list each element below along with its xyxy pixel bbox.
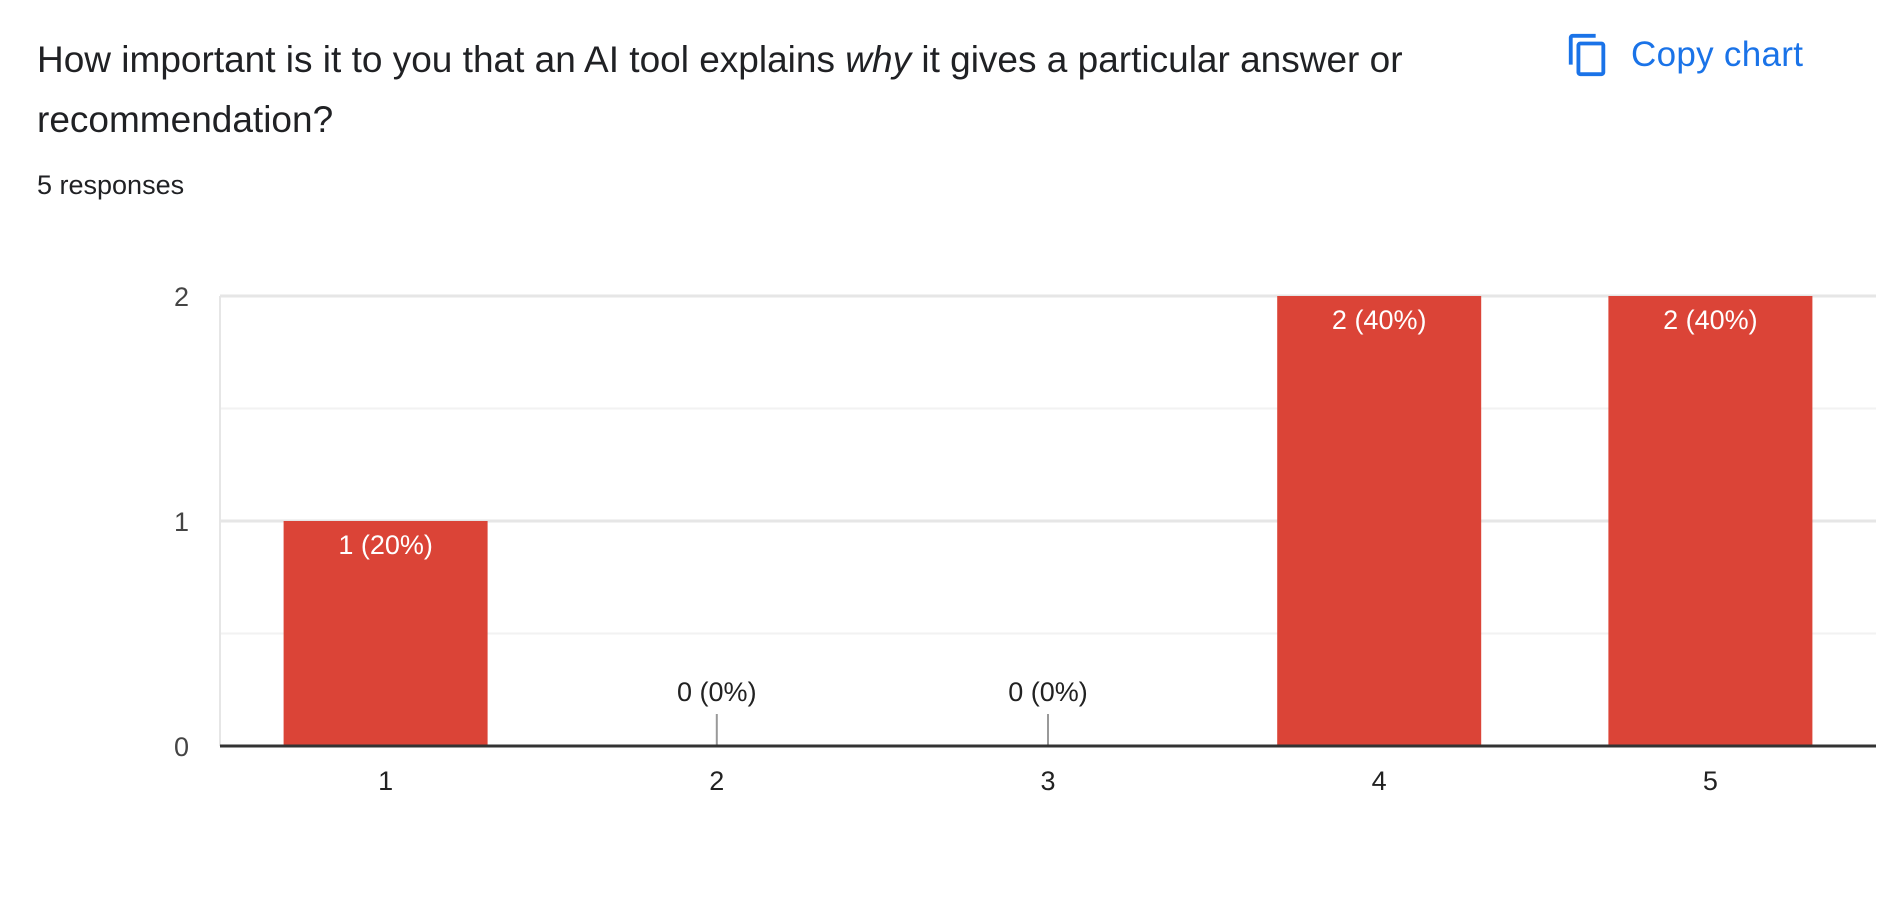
- x-tick-label: 1: [378, 766, 393, 796]
- copy-icon: [1568, 33, 1606, 77]
- bar: [1277, 296, 1482, 746]
- question-text-before: How important is it to you that an AI to…: [37, 39, 846, 80]
- x-tick-label: 4: [1372, 766, 1387, 796]
- bar-data-label: 0 (0%): [677, 677, 757, 707]
- x-tick-label: 3: [1040, 766, 1055, 796]
- y-tick-label: 2: [174, 282, 189, 312]
- bar-data-label: 2 (40%): [1663, 305, 1758, 335]
- x-tick-label: 2: [709, 766, 724, 796]
- bar-data-label: 0 (0%): [1008, 677, 1088, 707]
- x-tick-label: 5: [1703, 766, 1718, 796]
- y-tick-label: 1: [174, 507, 189, 537]
- bar-data-label: 2 (40%): [1332, 305, 1427, 335]
- response-count: 5 responses: [37, 170, 185, 200]
- y-tick-label: 0: [174, 732, 189, 762]
- bar: [283, 521, 488, 746]
- question-text-after: it gives a particular answer or recommen…: [37, 39, 1403, 140]
- copy-chart-label: Copy chart: [1631, 35, 1804, 74]
- question-text-emphasis: why: [845, 39, 912, 80]
- bar: [1608, 296, 1813, 746]
- bar-data-label: 1 (20%): [338, 530, 433, 560]
- copy-chart-button[interactable]: Copy chart: [1565, 22, 1803, 88]
- question-title: How important is it to you that an AI to…: [37, 30, 1437, 150]
